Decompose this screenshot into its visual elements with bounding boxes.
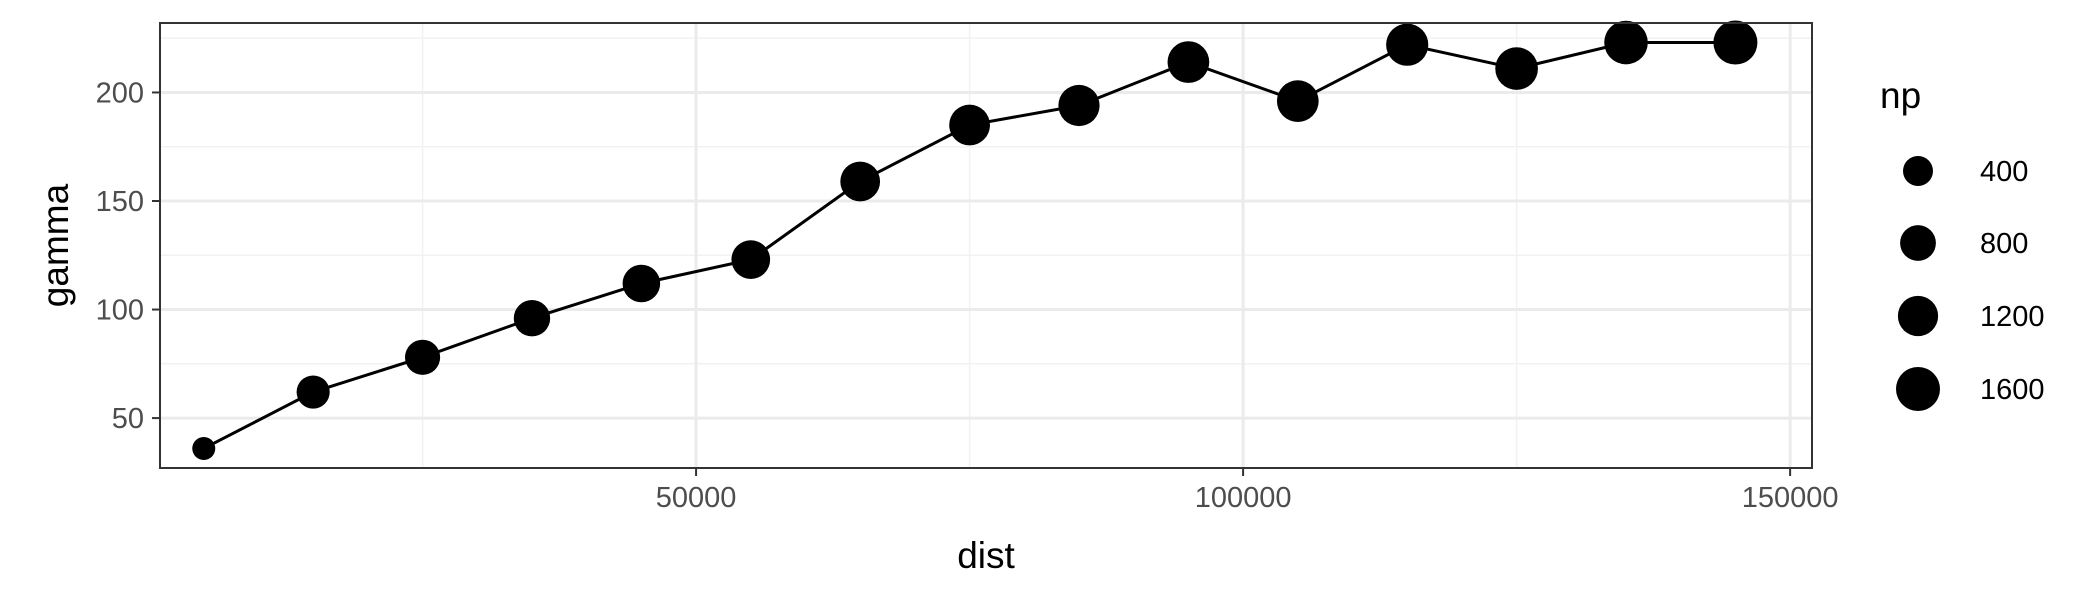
x-tick-label: 150000 <box>1742 482 1839 514</box>
data-point <box>1276 80 1319 123</box>
legend-label: 1200 <box>1980 301 2045 333</box>
legend-key <box>1897 295 1939 337</box>
x-tick-label: 50000 <box>656 482 737 514</box>
data-point <box>1167 41 1210 83</box>
y-tick-label: 150 <box>96 186 144 218</box>
data-point <box>1713 20 1758 65</box>
data-point <box>1495 47 1538 90</box>
data-point <box>192 436 216 460</box>
x-axis-title: dist <box>957 535 1015 576</box>
y-axis: 50 100 150 200 <box>96 77 160 435</box>
data-series <box>192 20 1758 460</box>
data-point <box>1386 23 1429 66</box>
legend-label: 1600 <box>1980 374 2045 406</box>
x-tick-label: 100000 <box>1195 482 1292 514</box>
legend-label: 400 <box>1980 156 2028 188</box>
data-point <box>840 161 881 202</box>
minor-gridlines <box>160 23 1812 468</box>
x-axis: 50000 100000 150000 <box>656 468 1839 514</box>
data-point <box>949 104 990 146</box>
legend-title: np <box>1880 75 1921 116</box>
data-point <box>404 339 441 375</box>
data-point <box>1604 20 1648 65</box>
y-tick-label: 200 <box>96 77 144 109</box>
data-point <box>513 300 551 337</box>
data-point <box>731 240 771 279</box>
data-point <box>296 375 330 409</box>
legend-key <box>1903 156 1933 186</box>
legend: np 400 800 1200 1600 <box>1880 75 2045 411</box>
panel-border <box>159 22 1813 469</box>
data-point <box>622 264 661 303</box>
legend-key <box>1900 225 1936 261</box>
legend-label: 800 <box>1980 228 2028 260</box>
y-axis-title: gamma <box>35 183 76 307</box>
y-tick-label: 100 <box>96 295 144 327</box>
legend-key <box>1896 367 1940 411</box>
data-point <box>1058 84 1100 127</box>
major-gridlines <box>160 23 1812 468</box>
y-tick-label: 50 <box>112 403 144 435</box>
